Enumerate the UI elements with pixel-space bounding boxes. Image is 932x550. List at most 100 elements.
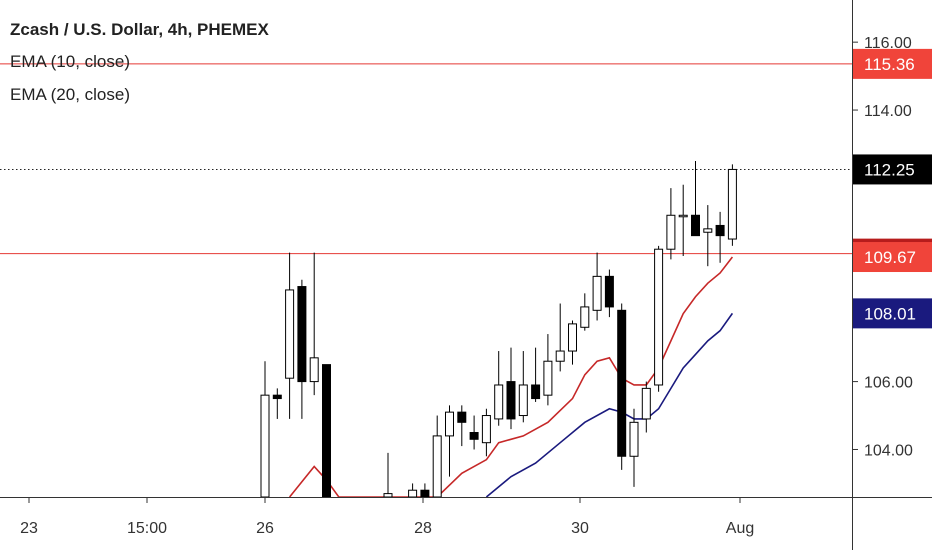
candle-body	[715, 224, 725, 237]
time-tick-label: 26	[256, 520, 274, 537]
candle	[568, 320, 577, 365]
price-label-box	[853, 154, 932, 185]
price-label-115.36: 115.36	[853, 48, 932, 79]
candle-body	[408, 489, 418, 498]
price-label-box	[853, 298, 932, 329]
candle-body	[506, 381, 516, 420]
candle	[641, 381, 651, 433]
price-label-text: 112.25	[864, 160, 915, 179]
candle	[543, 334, 553, 406]
candle-body	[703, 228, 713, 233]
candle	[420, 483, 430, 498]
candle-body	[309, 357, 319, 383]
candle	[678, 184, 688, 256]
candle-body	[543, 360, 553, 396]
candle	[260, 361, 270, 498]
candle	[629, 408, 639, 487]
candle-body	[383, 493, 393, 498]
candle-body	[666, 214, 676, 250]
candle	[518, 351, 528, 423]
candle-body	[617, 309, 627, 457]
price-tick-label: 106.00	[864, 375, 913, 392]
candle	[481, 408, 491, 457]
ema10-legend: EMA (10, close)	[10, 52, 130, 71]
price-label-112.25: 112.25	[853, 154, 932, 185]
price-tick-label: 104.00	[864, 442, 913, 459]
candle	[592, 252, 602, 321]
candle	[555, 303, 565, 372]
candle-body	[641, 387, 651, 420]
price-axis-ticks: 104.00 106.00 114.00 116.00	[852, 35, 913, 459]
price-label-108.01: 108.01	[853, 298, 932, 329]
candle-body	[678, 214, 688, 218]
candle	[654, 245, 664, 392]
price-tick-label: 114.00	[864, 103, 912, 120]
candle	[309, 252, 319, 396]
candle	[666, 188, 676, 260]
candle	[727, 164, 737, 246]
candle	[445, 405, 454, 477]
time-tick-label: 28	[414, 520, 432, 537]
candle-body	[285, 289, 295, 379]
candle	[604, 269, 614, 318]
candle-body	[580, 306, 590, 328]
candle	[531, 347, 541, 402]
candle-body	[654, 248, 664, 386]
candle	[285, 252, 295, 419]
candle-body	[457, 411, 467, 423]
price-label-text: 108.01	[864, 304, 916, 323]
candle-body	[691, 214, 700, 237]
candle-body	[531, 384, 541, 400]
time-axis-ticks: 23 15:00 26 28 30 Aug	[20, 497, 754, 537]
candle-body	[297, 286, 307, 383]
candle	[715, 211, 725, 263]
price-label-text: 115.36	[864, 55, 915, 74]
candle-body	[604, 275, 614, 308]
candle	[469, 415, 479, 450]
price-label-109.67: 109.67	[853, 242, 932, 273]
candle	[297, 279, 307, 419]
candle-body	[629, 421, 639, 457]
candle	[494, 351, 504, 426]
candle	[272, 388, 282, 419]
candle	[408, 483, 418, 498]
candle	[580, 293, 590, 331]
candle	[691, 160, 700, 237]
candle	[383, 452, 393, 498]
candle	[322, 364, 331, 498]
candle	[617, 303, 627, 470]
candle-body	[568, 323, 577, 352]
price-tick-label: 116.00	[864, 35, 912, 52]
candles	[260, 160, 737, 498]
candle-body	[469, 432, 479, 440]
price-label-box	[853, 48, 932, 79]
candle-body	[260, 394, 270, 498]
candle-body	[481, 415, 491, 444]
price-label-box	[853, 242, 932, 273]
candle-body	[322, 364, 331, 498]
ema20-line	[485, 312, 734, 498]
ema20-legend: EMA (20, close)	[10, 85, 130, 104]
candle-body	[494, 384, 504, 420]
time-tick-label: Aug	[726, 520, 754, 537]
horizontal-lines	[0, 63, 852, 255]
candle-body	[518, 384, 528, 417]
candle	[703, 205, 713, 267]
candle-body	[555, 350, 565, 362]
price-label-text: 109.67	[864, 248, 916, 267]
candle-body	[445, 411, 454, 437]
chart-title: Zcash / U.S. Dollar, 4h, PHEMEX	[10, 20, 269, 39]
candle-body	[727, 168, 737, 240]
candle	[432, 415, 442, 498]
candle-body	[272, 394, 282, 400]
candle-body	[432, 435, 442, 498]
time-tick-label: 30	[571, 520, 589, 537]
candle-body	[592, 275, 602, 311]
candle-body	[420, 489, 430, 498]
time-tick-label: 23	[20, 520, 38, 537]
candle	[457, 405, 467, 447]
candle	[506, 347, 516, 430]
